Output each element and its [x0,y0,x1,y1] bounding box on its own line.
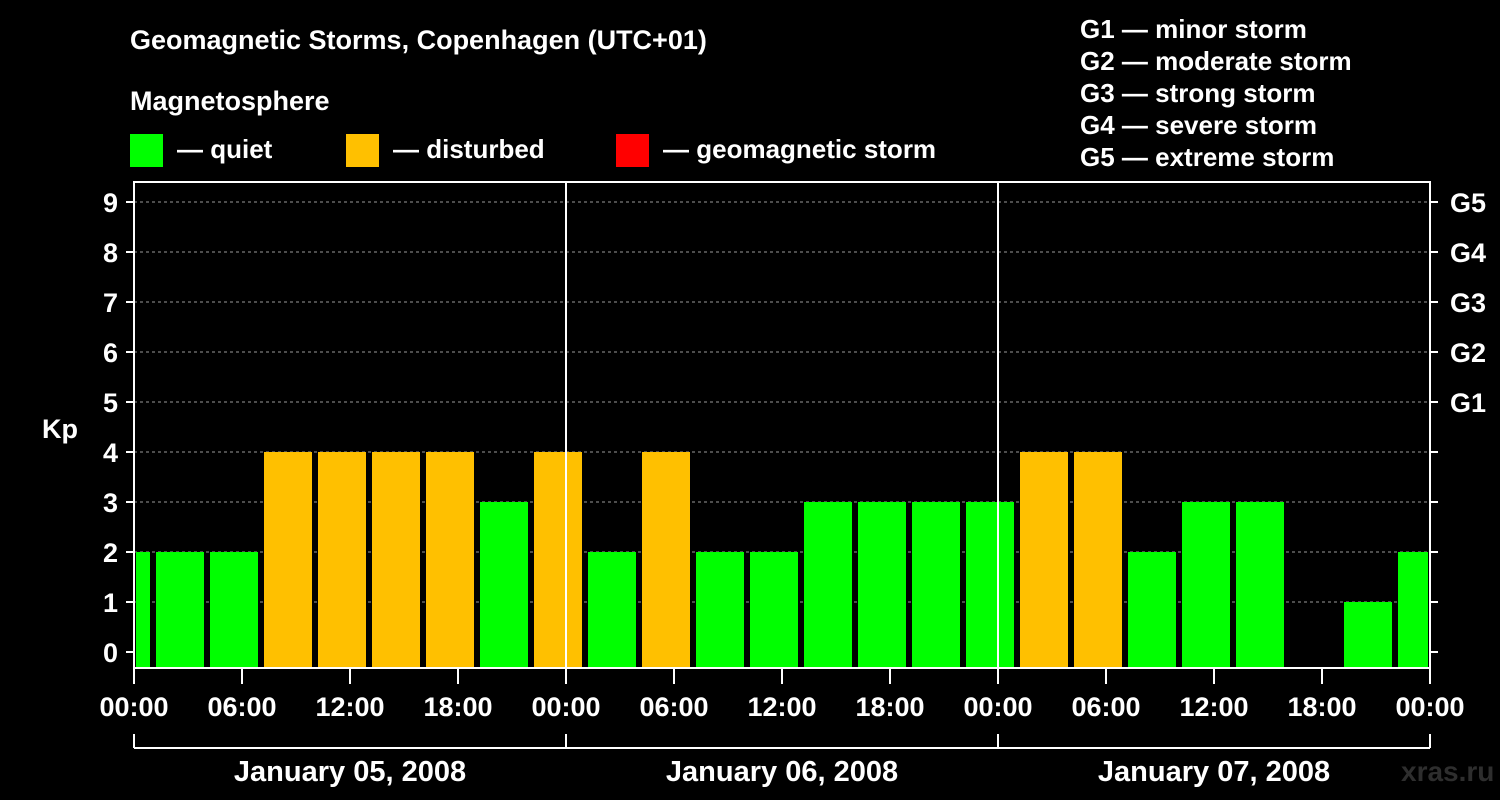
x-tick-label-11: 18:00 [1287,692,1356,722]
g-scale-g5: G5 — extreme storm [1080,142,1334,172]
bar-9 [588,552,636,668]
x-axis-ticks: 00:00 06:00 12:00 18:00 00:00 06:00 12:00 18:00… [99,668,1465,722]
bar-11 [696,552,744,668]
x-tick-label-3: 18:00 [423,692,492,722]
right-tick-label-g3: G3 [1450,288,1486,318]
x-tick-label-2: 12:00 [315,692,384,722]
date-label-0: January 05, 2008 [234,756,466,788]
bar-15 [912,502,960,668]
right-tick-label-g1: G1 [1450,388,1486,418]
bar-20 [1182,502,1230,668]
right-axis-ticks: G1 G2 G3 G4 G5 [1430,188,1486,653]
legend-label-quiet: — quiet [177,134,273,164]
bar-8 [534,452,582,668]
y-tick-label-7: 7 [103,288,118,318]
bar-14 [858,502,906,668]
legend-swatch-storm [616,134,649,167]
bar-13 [804,502,852,668]
legend-swatch-quiet [130,134,163,167]
y-axis-ticks: 0 1 2 3 4 5 6 7 8 9 [103,188,134,668]
right-tick-label-g2: G2 [1450,338,1486,368]
legend-label-storm: — geomagnetic storm [663,134,936,164]
y-tick-label-4: 4 [103,438,118,468]
x-tick-label-4: 00:00 [531,692,600,722]
g-scale-g2: G2 — moderate storm [1080,46,1352,76]
day-separators [565,182,999,668]
bars [136,452,1428,668]
y-axis-label: Kp [42,414,78,444]
y-tick-label-1: 1 [103,588,118,618]
y-tick-label-3: 3 [103,488,118,518]
x-tick-label-9: 06:00 [1071,692,1140,722]
bar-4 [318,452,366,668]
bar-1 [156,552,204,668]
y-tick-label-6: 6 [103,338,118,368]
watermark: xras.ru [1401,756,1494,787]
y-tick-label-0: 0 [103,638,118,668]
x-tick-label-10: 12:00 [1179,692,1248,722]
bar-24 [1398,552,1428,668]
x-tick-label-0: 00:00 [99,692,168,722]
g-scale-g3: G3 — strong storm [1080,78,1315,108]
g-scale-g4: G4 — severe storm [1080,110,1317,140]
date-label-2: January 07, 2008 [1098,756,1330,788]
y-tick-label-5: 5 [103,388,118,418]
x-tick-label-12: 00:00 [1395,692,1464,722]
y-tick-label-8: 8 [103,238,118,268]
bar-18 [1074,452,1122,668]
right-tick-label-g5: G5 [1450,188,1486,218]
legend-swatch-disturbed [346,134,379,167]
x-tick-label-5: 06:00 [639,692,708,722]
right-tick-label-g4: G4 [1450,238,1486,268]
x-tick-label-7: 18:00 [855,692,924,722]
bar-7 [480,502,528,668]
bar-3 [264,452,312,668]
bar-6 [426,452,474,668]
date-label-1: January 06, 2008 [666,756,898,788]
bar-10 [642,452,690,668]
bar-17 [1020,452,1068,668]
bar-5 [372,452,420,668]
g-scale-g1: G1 — minor storm [1080,14,1307,44]
legend-title: Magnetosphere [130,86,330,116]
x-tick-label-6: 12:00 [747,692,816,722]
bar-2 [210,552,258,668]
bar-12 [750,552,798,668]
x-tick-label-8: 00:00 [963,692,1032,722]
chart-title: Geomagnetic Storms, Copenhagen (UTC+01) [130,25,707,55]
date-axis: January 05, 2008 January 06, 2008 January … [133,734,1431,788]
x-tick-label-1: 06:00 [207,692,276,722]
bar-23 [1344,602,1392,668]
y-tick-label-9: 9 [103,188,118,218]
bar-19 [1128,552,1176,668]
bar-16 [966,502,1014,668]
bar-0 [136,552,150,668]
legend-label-disturbed: — disturbed [393,134,545,164]
bar-21 [1236,502,1284,668]
y-tick-label-2: 2 [103,538,118,568]
